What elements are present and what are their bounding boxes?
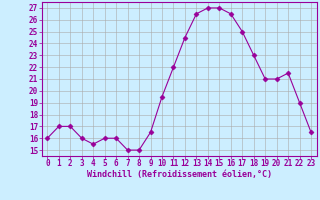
X-axis label: Windchill (Refroidissement éolien,°C): Windchill (Refroidissement éolien,°C)	[87, 170, 272, 179]
